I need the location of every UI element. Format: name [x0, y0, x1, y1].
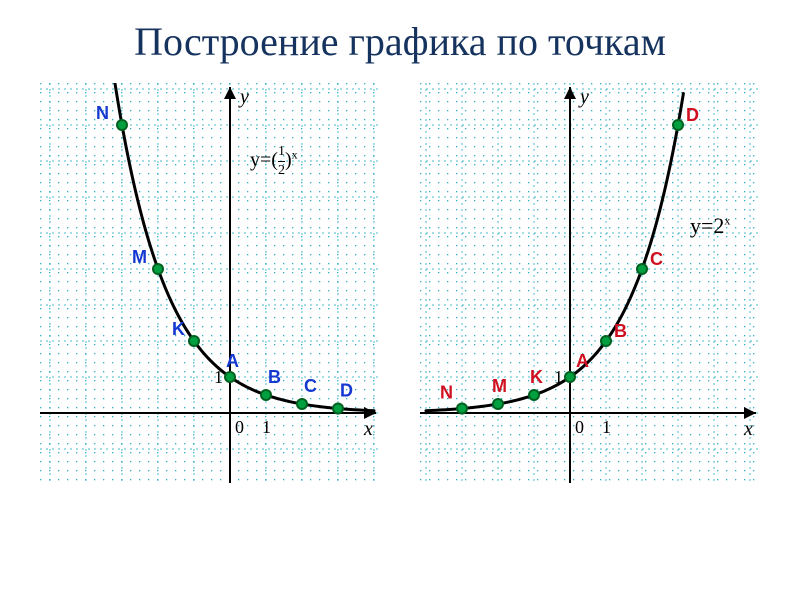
function-label: y=(12)x [250, 143, 298, 180]
function-label: y=2x [690, 213, 730, 239]
point-label-c: C [304, 376, 317, 396]
point-label-m: M [492, 376, 507, 396]
point-label-c: C [650, 249, 663, 269]
point-label-n: N [440, 383, 453, 403]
svg-text:1: 1 [262, 417, 271, 437]
point-label-n: N [96, 103, 109, 123]
page-title: Построение графика по точкам [0, 0, 800, 73]
chart-left: yx011ABCDKMNy=(12)x [40, 83, 380, 483]
svg-text:x: x [363, 418, 373, 440]
charts-container: yx011ABCDKMNy=(12)x yx011ABCDKMNy=2x [0, 73, 800, 483]
svg-text:0: 0 [235, 417, 244, 437]
svg-text:x: x [743, 418, 753, 440]
point-label-a: A [576, 351, 589, 371]
point-label-m: M [132, 247, 147, 267]
point-label-b: B [268, 367, 281, 387]
svg-text:y: y [238, 86, 249, 108]
chart-right: yx011ABCDKMNy=2x [420, 83, 760, 483]
point-label-k: K [530, 367, 543, 387]
svg-text:y: y [578, 86, 589, 108]
point-label-k: K [172, 319, 185, 339]
svg-text:0: 0 [575, 417, 584, 437]
point-label-a: A [226, 351, 239, 371]
point-label-b: B [614, 321, 627, 341]
svg-text:1: 1 [602, 417, 611, 437]
point-label-d: D [340, 381, 353, 401]
point-label-d: D [686, 105, 699, 125]
